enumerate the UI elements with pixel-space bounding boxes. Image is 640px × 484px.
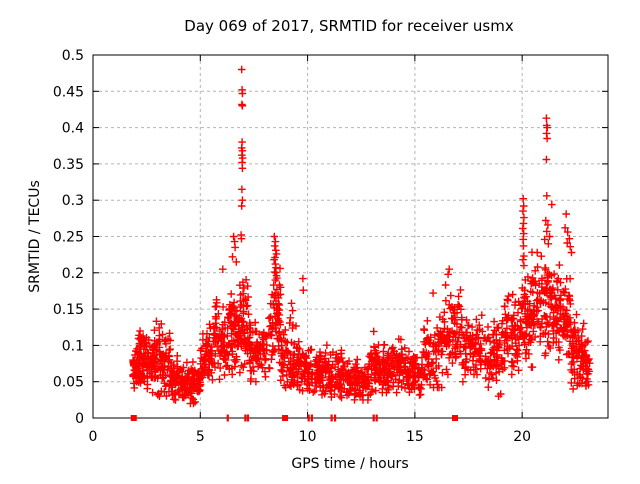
zero-marker-bar bbox=[330, 414, 333, 422]
y-tick-label: 0.05 bbox=[53, 375, 84, 391]
x-tick-label: 0 bbox=[89, 429, 98, 445]
plot-border bbox=[92, 54, 609, 419]
y-tick-label: 0.3 bbox=[62, 193, 84, 209]
zero-marker-bar bbox=[372, 414, 375, 422]
y-tick-label: 0.5 bbox=[62, 48, 84, 64]
zero-marker-bar bbox=[246, 414, 250, 422]
y-tick-label: 0.25 bbox=[53, 230, 84, 246]
chart-title: Day 069 of 2017, SRMTID for receiver usm… bbox=[184, 17, 514, 35]
y-tick-label: 0.45 bbox=[53, 84, 84, 100]
zero-value-markers bbox=[130, 414, 459, 422]
x-tick-labels: 0 5 10 15 20 bbox=[89, 429, 532, 445]
y-tick-label: 0.1 bbox=[62, 338, 84, 354]
zero-marker-square bbox=[452, 415, 459, 421]
zero-marker-bar bbox=[307, 414, 310, 422]
x-tick-label: 10 bbox=[299, 429, 317, 445]
zero-marker-bar bbox=[333, 414, 337, 422]
zero-marker-bar bbox=[226, 414, 229, 422]
y-tick-labels: 0 0.05 0.1 0.15 0.2 0.25 0.3 0.35 0.4 0.45 0.5 bbox=[53, 48, 84, 427]
zero-marker-square bbox=[282, 415, 289, 421]
y-tick-label: 0 bbox=[75, 411, 84, 427]
zero-marker-square bbox=[130, 415, 137, 421]
x-tick-label: 5 bbox=[196, 429, 205, 445]
y-axis-label: SRMTID / TECUs bbox=[27, 180, 43, 293]
x-tick-label: 15 bbox=[406, 429, 424, 445]
x-tick-label: 20 bbox=[513, 429, 531, 445]
zero-marker-bar bbox=[244, 414, 247, 422]
x-axis-label: GPS time / hours bbox=[291, 456, 408, 472]
zero-marker-bar bbox=[310, 414, 313, 422]
y-tick-label: 0.35 bbox=[53, 157, 84, 173]
y-tick-label: 0.15 bbox=[53, 302, 84, 318]
zero-marker-bar bbox=[375, 414, 378, 422]
y-tick-label: 0.4 bbox=[62, 121, 84, 137]
scatter-points bbox=[129, 65, 594, 408]
y-tick-label: 0.2 bbox=[62, 266, 84, 282]
